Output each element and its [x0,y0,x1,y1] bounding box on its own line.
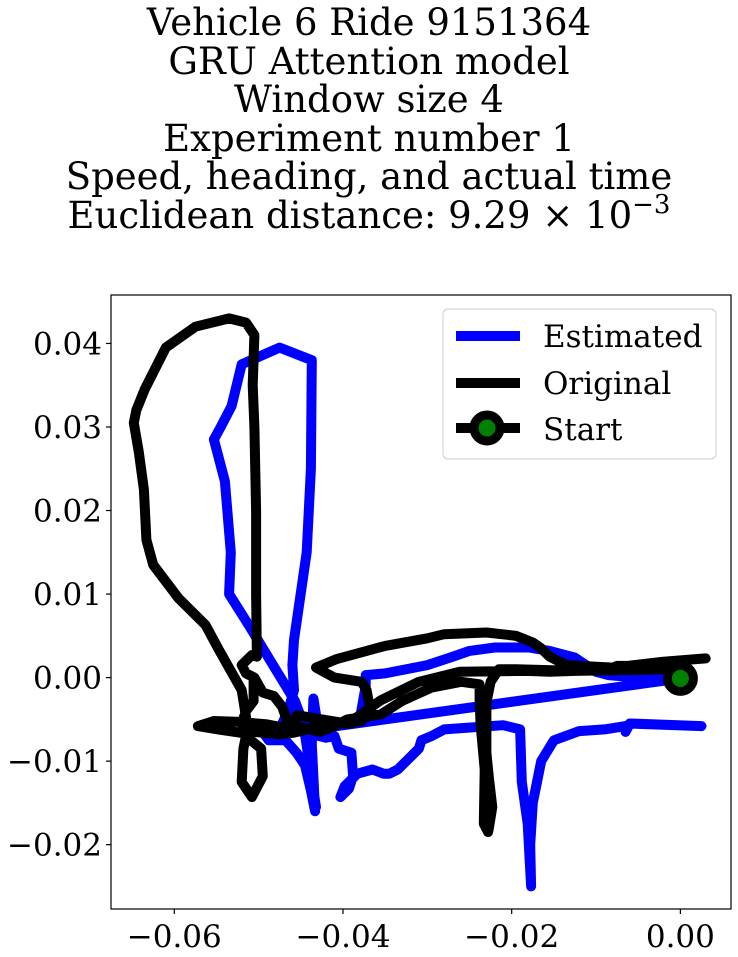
legend-box [442,308,717,460]
chart-title: Vehicle 6 Ride 9151364 GRU Attention mod… [0,1,738,237]
title-line-4: Experiment number 1 [163,116,575,160]
y-tick-label: −0.01 [7,744,102,780]
y-tick-label: 0.01 [33,577,102,613]
series-line-original [128,313,711,838]
x-tick-label: −0.04 [295,919,390,955]
title-line-6: Euclidean distance: 9.29 × 10−3 [0,192,738,237]
x-tick-label: −0.02 [464,919,559,955]
title-line-5: Speed, heading, and actual time [65,155,673,198]
y-tick-label: −0.02 [7,828,102,864]
title-line-3: Window size 4 [234,78,504,121]
y-tick-label: 0.02 [33,494,102,530]
legend-estimated-label: Estimated [543,319,702,355]
x-tick-label: 0.00 [646,919,715,955]
series-line-estimated [208,342,707,892]
y-tick-label: 0.00 [33,661,102,697]
legend-start-label: Start [543,412,623,448]
plot-frame [110,294,732,910]
trajectory-layer [128,313,711,892]
title-line-2: GRU Attention model [168,39,570,83]
y-tick-label: 0.04 [33,326,102,362]
distance-times: × [542,193,574,237]
axis-ticks: −0.06 −0.04 −0.02 0.00 0.04 0.03 0.02 0.01 0.00 −… [7,326,715,955]
legend: Estimated Original Start [442,308,717,460]
y-tick-label: 0.03 [33,410,102,446]
title-line-1: Vehicle 6 Ride 9151364 [146,1,592,44]
legend-start-marker [469,410,505,446]
distance-exponent: −3 [632,189,671,220]
start-marker [662,660,698,696]
x-tick-label: −0.06 [127,919,222,955]
distance-label: Euclidean distance: 9.29 [67,193,531,237]
legend-original-label: Original [543,366,671,402]
distance-base: 10 [585,193,633,237]
